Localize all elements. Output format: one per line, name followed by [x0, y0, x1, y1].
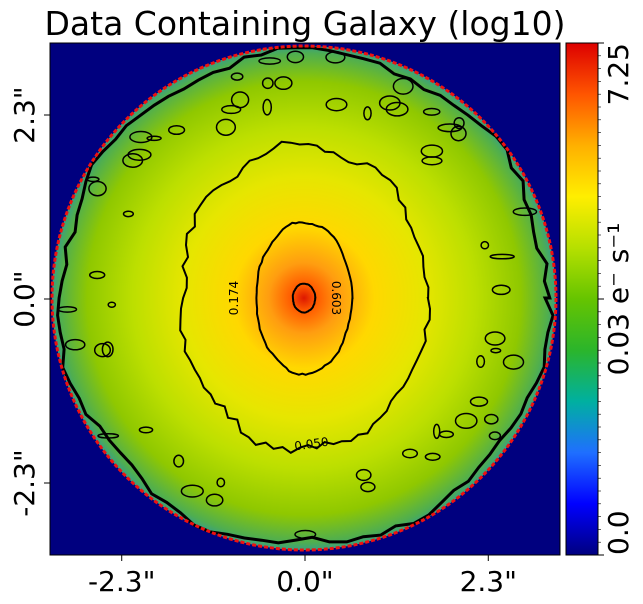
- noise-contour-blob: [216, 477, 226, 488]
- noise-contour-blob: [325, 97, 348, 112]
- noise-contour-blob: [86, 176, 100, 183]
- colorbar-tick-label: 0.03 e⁻ s⁻¹: [602, 223, 635, 376]
- noise-contour-blob: [401, 448, 419, 459]
- noise-contour-blob: [122, 153, 144, 168]
- contour-label-0.050: 0.050: [293, 435, 329, 454]
- noise-contour-blob: [180, 484, 204, 498]
- noise-contour-blob: [167, 124, 186, 136]
- noise-contour-blob: [491, 284, 511, 296]
- noise-contour-blob: [489, 253, 515, 260]
- noise-contour-blob: [355, 468, 372, 482]
- noise-contour-blob: [483, 413, 499, 425]
- noise-contour-blob: [378, 95, 401, 111]
- noise-contour-blob: [392, 77, 414, 95]
- noise-contour-blob: [57, 305, 78, 313]
- noise-contour-blob: [262, 98, 273, 116]
- noise-contour-blob: [64, 338, 86, 351]
- noise-contour-blob: [101, 341, 114, 358]
- x-tick-label: 0.0": [276, 565, 333, 598]
- x-tick-label: 2.3": [460, 565, 517, 598]
- noise-contour-blob: [512, 207, 538, 217]
- noise-contour-blob: [476, 354, 486, 369]
- noise-contour-blob: [438, 430, 455, 439]
- noise-contour-blob: [258, 57, 282, 65]
- noise-contour-blob: [138, 426, 154, 434]
- noise-contour-blob: [261, 77, 274, 90]
- noise-contour-blob: [450, 125, 467, 142]
- contour-label-0.603: 0.603: [329, 281, 343, 315]
- noise-contour-blob: [107, 301, 117, 308]
- chart-title: Data Containing Galaxy (log10): [44, 4, 566, 43]
- colorbar-tick-label: 0.0: [602, 510, 635, 555]
- colorbar: [565, 42, 599, 556]
- noise-contour-blob: [122, 210, 135, 218]
- noise-contour-blob: [97, 433, 120, 439]
- noise-contour-blob: [274, 76, 293, 91]
- noise-contour-blob: [215, 118, 237, 136]
- contour-peak: [291, 282, 317, 314]
- noise-contour-blob: [221, 104, 242, 115]
- noise-contour-blob: [173, 454, 185, 468]
- noise-contour-blob: [93, 342, 112, 358]
- noise-contour-blob: [480, 240, 490, 250]
- noise-contour-blob: [488, 431, 502, 441]
- noise-contour-blob: [490, 347, 502, 354]
- contour-0.174: [179, 140, 432, 454]
- noise-contour-blob: [484, 331, 506, 346]
- noise-contour-blob: [360, 481, 376, 493]
- noise-contour-blob: [432, 423, 441, 440]
- noise-contour-blob: [422, 107, 441, 116]
- noise-contour-blob: [205, 493, 224, 507]
- noise-contour-blob: [363, 106, 372, 121]
- noise-contour-blob: [88, 270, 106, 280]
- noise-contour-blob: [325, 50, 346, 64]
- colorbar-tick-label: 7.25: [602, 43, 635, 105]
- noise-contour-blob: [420, 144, 444, 158]
- contour-label-0.174: 0.174: [227, 281, 241, 315]
- contour-0.603: [255, 221, 354, 376]
- noise-contour-blob: [469, 396, 489, 407]
- noise-contour-blob: [230, 72, 244, 81]
- noise-contour-blob: [453, 116, 465, 130]
- galaxy-disc: [52, 46, 556, 550]
- contour-0.050: [56, 46, 555, 545]
- noise-contour-blob: [454, 412, 478, 430]
- noise-contour-blob: [424, 452, 441, 461]
- x-tick-label: -2.3": [88, 565, 156, 598]
- noise-contour-blob: [294, 529, 317, 540]
- noise-contour-blob: [437, 123, 463, 133]
- y-tick-label: 0.0": [8, 270, 41, 327]
- noise-contour-blob: [502, 354, 525, 370]
- galaxy-edge-ring: [50, 44, 558, 552]
- y-tick-label: -2.3": [8, 449, 41, 517]
- noise-contour-blob: [146, 135, 162, 142]
- y-tick-label: 2.3": [8, 86, 41, 143]
- noise-contour-blob: [286, 50, 305, 64]
